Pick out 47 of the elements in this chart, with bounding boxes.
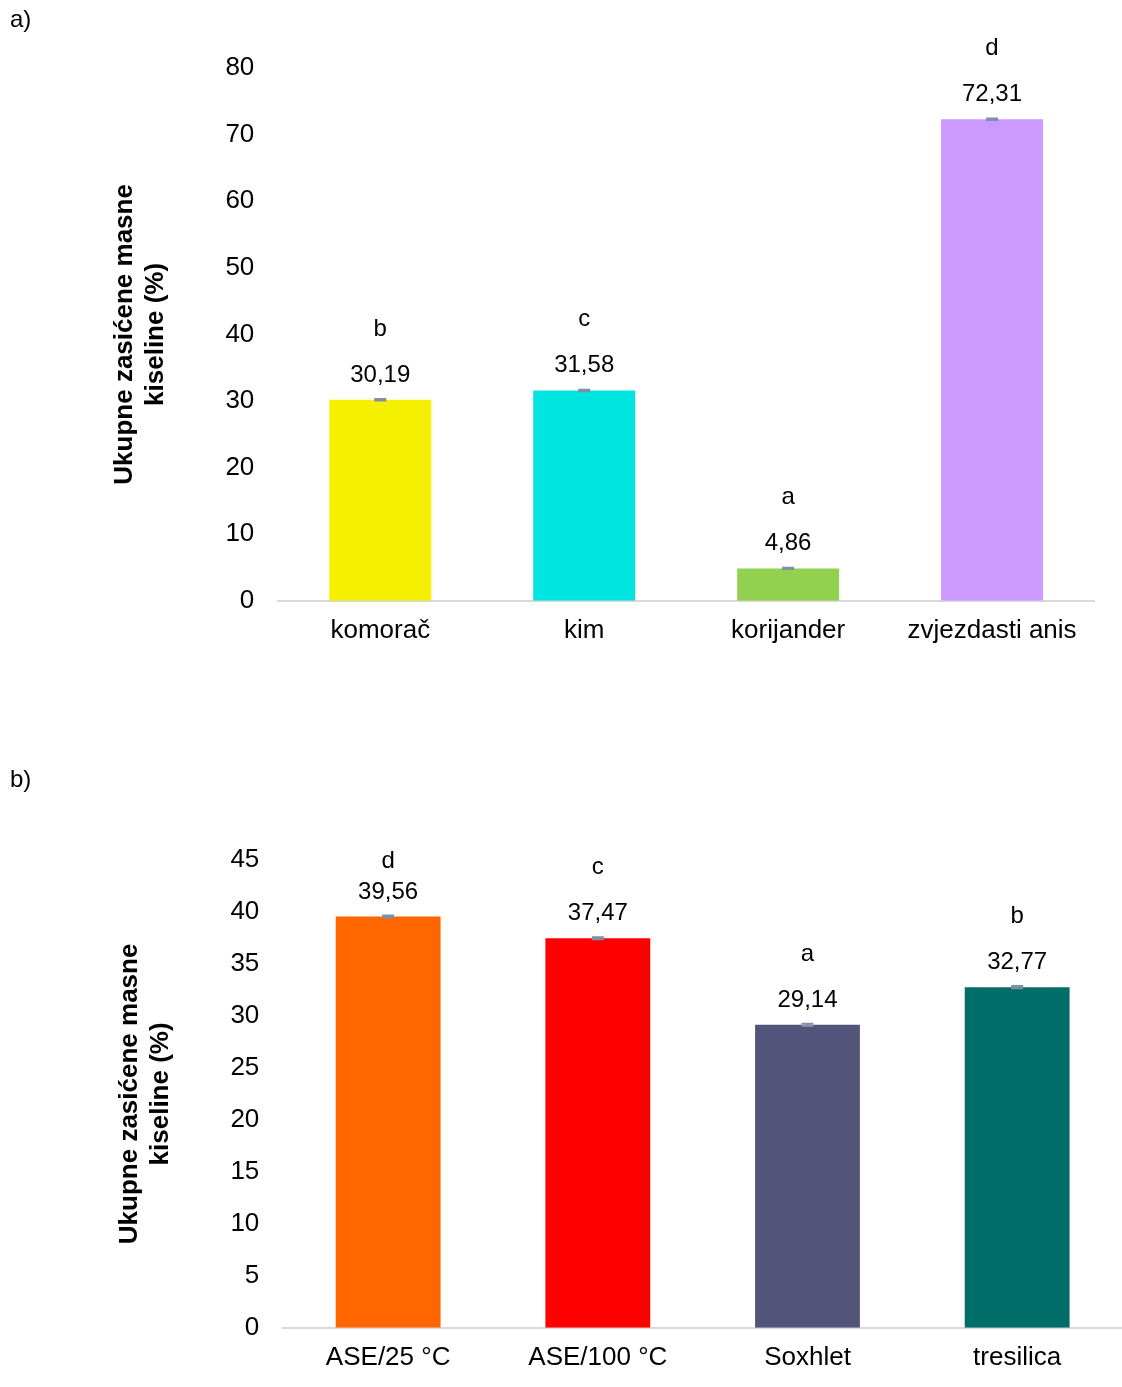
y-tick-label: 15	[230, 1155, 260, 1186]
y-tick-label: 10	[225, 517, 255, 548]
y-tick-label: 25	[230, 1051, 260, 1082]
annotation: b	[373, 313, 387, 341]
y-tick-label: 20	[225, 450, 255, 481]
y-tick-label: 30	[225, 384, 255, 415]
y-tick-label: 30	[230, 999, 260, 1030]
y-tick-label: 5	[244, 1258, 260, 1289]
annotation: b	[1010, 901, 1024, 929]
y-tick-label: 70	[225, 117, 255, 148]
y-tick-label: 40	[225, 317, 255, 348]
x-tick-label: korijander	[731, 613, 846, 644]
y-tick-label: 40	[230, 895, 260, 926]
y-tick-label: 0	[244, 1310, 260, 1341]
y-tick-label: 20	[230, 1103, 260, 1134]
x-tick-label: komorač	[330, 613, 431, 644]
data-label: 30,19	[350, 359, 411, 387]
data-label: 4,86	[764, 528, 812, 556]
annotation: c	[578, 304, 591, 332]
annotation: a	[781, 482, 796, 510]
data-label: 32,77	[987, 947, 1048, 975]
y-tick-label: 45	[230, 843, 260, 874]
x-tick-label: ASE/100 °C	[528, 1340, 668, 1371]
data-label: 37,47	[567, 898, 628, 926]
y-tick-label: 10	[230, 1207, 260, 1238]
y-tick-label: 50	[225, 250, 255, 281]
y-tick-label: 35	[230, 947, 260, 978]
y-tick-label: 0	[239, 583, 255, 614]
annotation: a	[800, 938, 815, 966]
data-label: 39,56	[358, 876, 419, 904]
text: a)	[10, 5, 32, 33]
data-label: 72,31	[962, 79, 1023, 107]
y-axis-title: Ukupne zasićene masne kiseline (%)	[112, 943, 174, 1245]
text: b)	[10, 765, 32, 793]
annotation: d	[985, 33, 999, 61]
x-tick-label: ASE/25 °C	[325, 1340, 451, 1371]
x-tick-label: tresilica	[973, 1340, 1062, 1371]
annotation: d	[381, 846, 395, 873]
x-tick-label: Soxhlet	[764, 1340, 852, 1371]
y-tick-label: 60	[225, 184, 255, 215]
annotation: c	[591, 852, 604, 880]
y-axis-title: Ukupne zasićene masne kiseline (%)	[107, 184, 169, 485]
x-tick-label: kim	[563, 613, 605, 644]
data-label: 31,58	[554, 350, 615, 378]
y-tick-label: 80	[225, 51, 255, 82]
x-tick-label: zvjezdasti anis	[907, 613, 1077, 644]
data-label: 29,14	[777, 984, 838, 1012]
